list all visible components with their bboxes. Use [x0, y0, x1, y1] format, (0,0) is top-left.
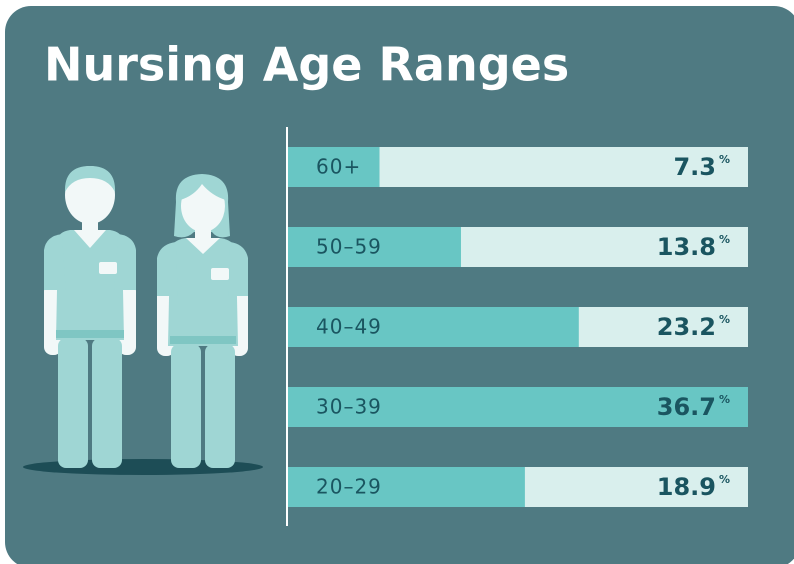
value-label: 7.3% [673, 153, 730, 181]
category-label: 30–39 [316, 395, 382, 419]
bar [288, 467, 525, 507]
bar [288, 147, 380, 187]
chart-title: Nursing Age Ranges [44, 38, 569, 92]
category-label: 60+ [316, 155, 361, 179]
category-label: 20–29 [316, 475, 382, 499]
bar [288, 387, 748, 427]
bar [288, 307, 579, 347]
value-label: 36.7% [657, 393, 730, 421]
bar [288, 227, 461, 267]
category-label: 40–49 [316, 315, 382, 339]
category-label: 50–59 [316, 235, 382, 259]
value-label: 23.2% [657, 313, 730, 341]
value-label: 18.9% [657, 473, 730, 501]
value-label: 13.8% [657, 233, 730, 261]
nurses-illustration [23, 166, 263, 475]
